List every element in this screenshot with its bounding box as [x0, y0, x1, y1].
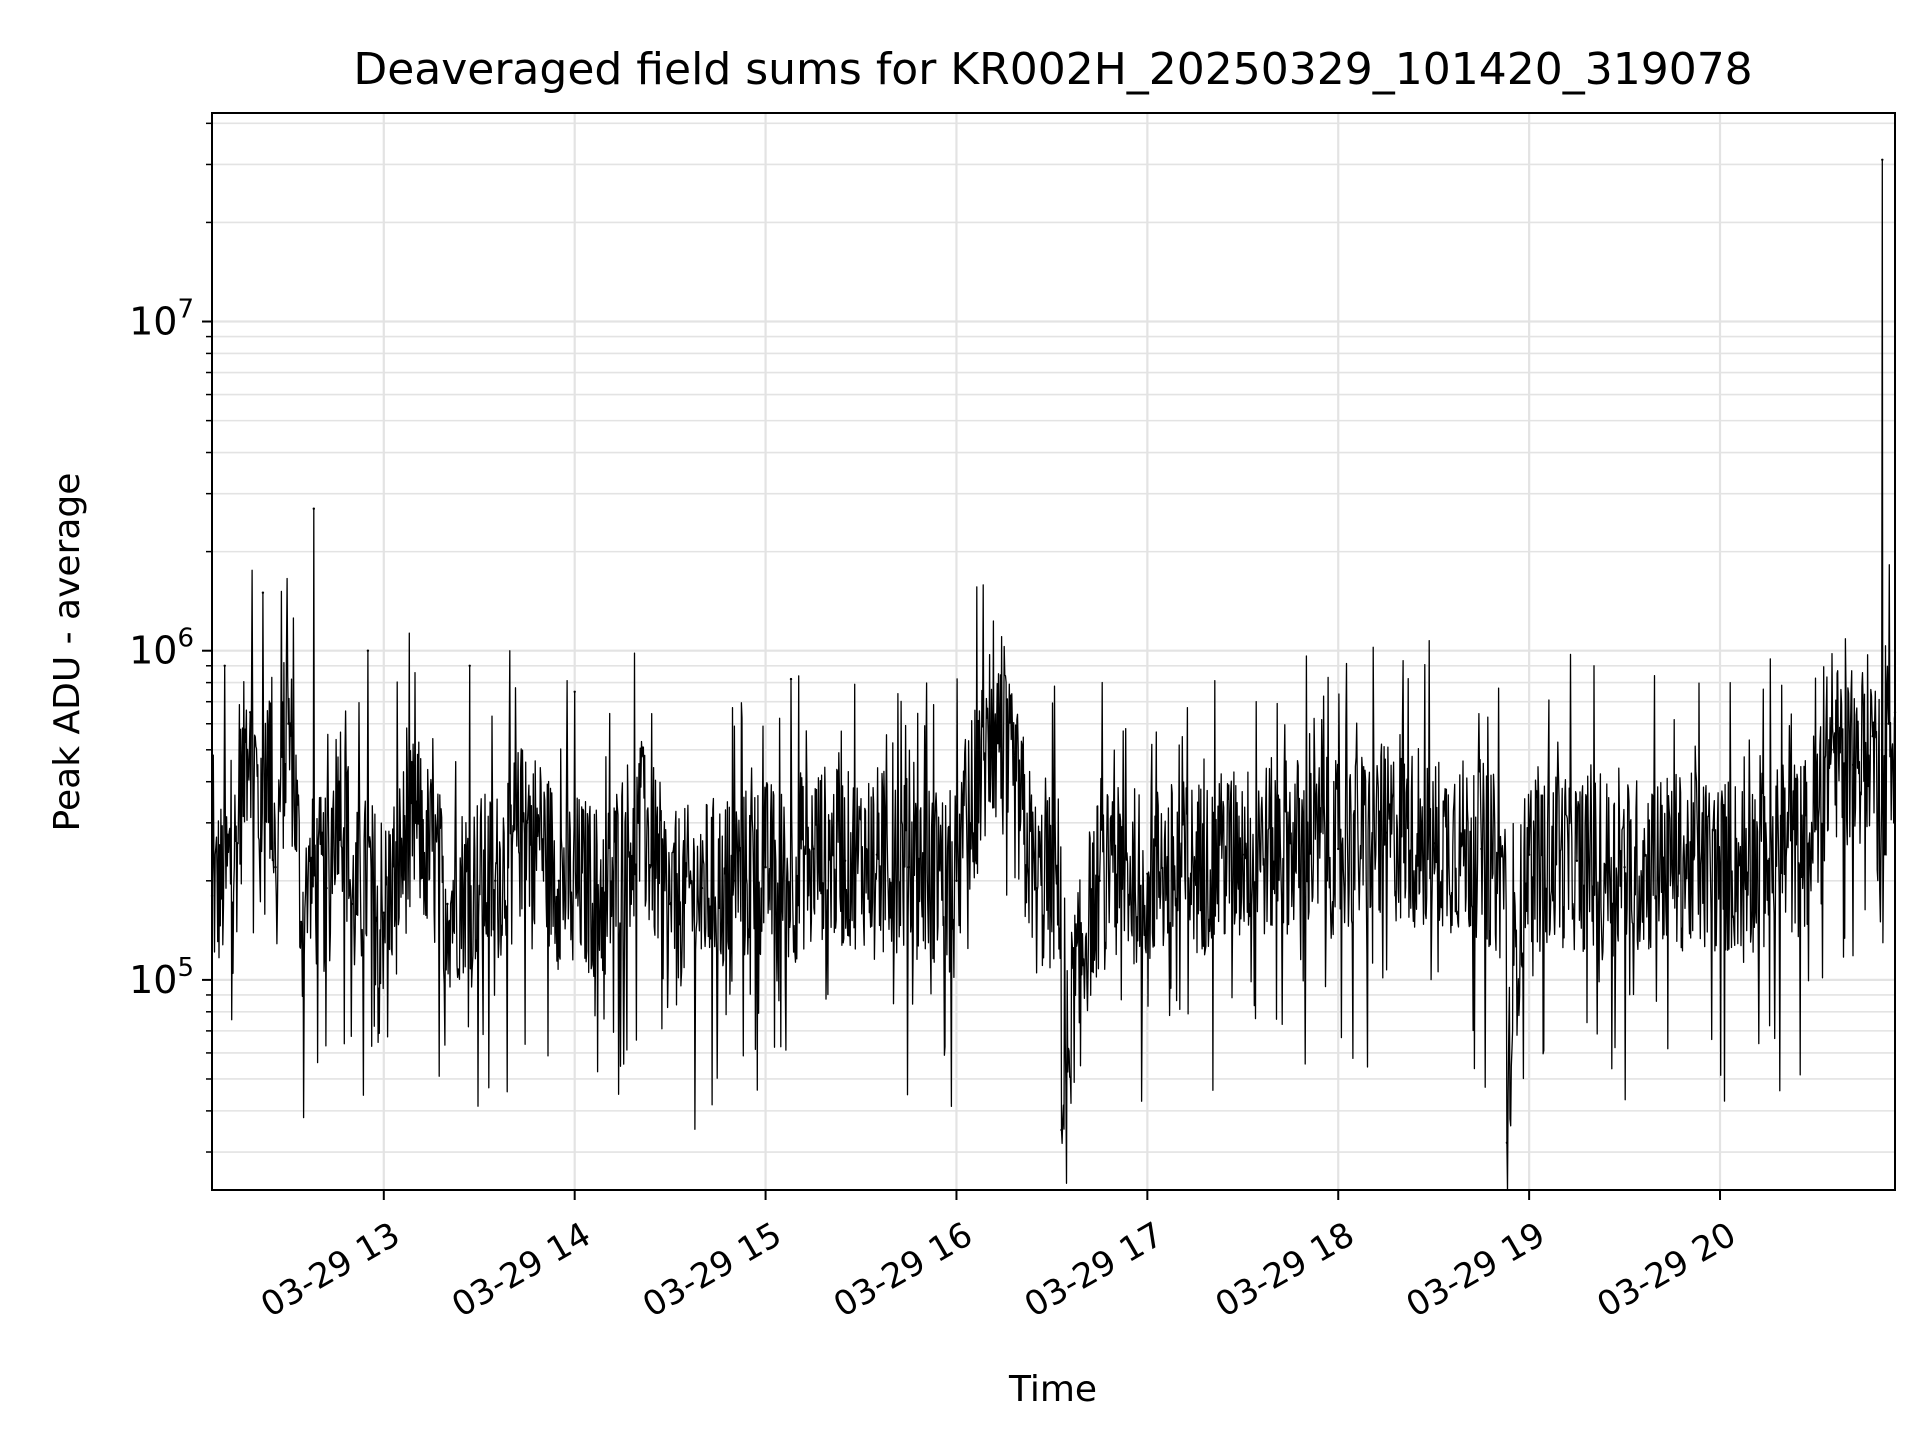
data-point: [1623, 866, 1626, 869]
data-point: [299, 920, 303, 924]
data-point: [1384, 831, 1388, 834]
data-point: [350, 902, 354, 906]
data-point: [1289, 842, 1292, 845]
y-tick-base: 10: [129, 300, 177, 344]
data-point: [907, 866, 910, 869]
data-point: [382, 911, 385, 914]
data-point: [1852, 763, 1855, 767]
y-tick-exponent: 7: [177, 295, 194, 325]
y-tick-base: 10: [129, 629, 177, 673]
y-tick-exponent: 6: [177, 624, 194, 654]
data-point: [1881, 158, 1884, 161]
data-point: [468, 664, 471, 667]
data-point: [764, 866, 767, 869]
data-point: [325, 886, 328, 890]
data-point: [1098, 879, 1101, 882]
series-line: [211, 159, 1896, 1191]
data-point: [274, 866, 277, 869]
data-point: [605, 894, 608, 898]
data-point: [843, 859, 847, 862]
data-point: [414, 821, 417, 824]
data-point: [789, 677, 793, 681]
data-point: [557, 879, 560, 882]
data-point: [700, 886, 704, 890]
data-point: [525, 821, 529, 824]
data-point: [338, 780, 341, 783]
data-point: [1887, 722, 1890, 725]
data-point: [1337, 847, 1340, 851]
y-tick-base: 10: [129, 958, 177, 1002]
data-point: [223, 664, 226, 667]
y-tick-label: 106: [129, 624, 194, 673]
data-point: [261, 591, 265, 594]
data-point: [312, 507, 315, 510]
data-point: [812, 847, 815, 851]
chart-title: Deaveraged field sums for KR002H_2025032…: [353, 44, 1752, 95]
data-point: [366, 649, 370, 652]
data-point: [1766, 859, 1769, 862]
data-point: [1671, 859, 1674, 862]
data-point: [573, 690, 576, 693]
data-point: [1527, 853, 1531, 856]
data-point: [1575, 859, 1579, 862]
y-tick-label: 107: [129, 295, 194, 344]
data-point: [249, 711, 252, 714]
data-point: [732, 879, 735, 882]
data-point: [1807, 842, 1811, 845]
data-point: [1146, 872, 1149, 875]
data-point: [1241, 853, 1245, 856]
data-point: [1060, 1128, 1063, 1132]
data-point: [236, 842, 239, 845]
data-point: [287, 722, 290, 725]
data-point: [1432, 842, 1435, 845]
data-point: [637, 821, 640, 824]
data-point: [1193, 866, 1197, 869]
data-point: [1034, 886, 1038, 890]
data-point: [875, 853, 879, 856]
data-point: [1830, 748, 1833, 751]
y-axis-label: Peak ADU - average: [47, 473, 88, 832]
data-point: [1480, 847, 1483, 851]
data-point: [446, 902, 449, 906]
data-point: [955, 879, 958, 882]
data-point: [1718, 866, 1722, 869]
data-point: [668, 902, 672, 906]
x-axis-label: Time: [1008, 1369, 1097, 1410]
data-point: [1871, 735, 1874, 738]
data-point: [993, 735, 996, 738]
data-point: [494, 879, 497, 882]
y-tick-exponent: 5: [177, 953, 194, 983]
data-point: [1505, 1141, 1509, 1145]
y-tick-label: 105: [129, 953, 194, 1002]
